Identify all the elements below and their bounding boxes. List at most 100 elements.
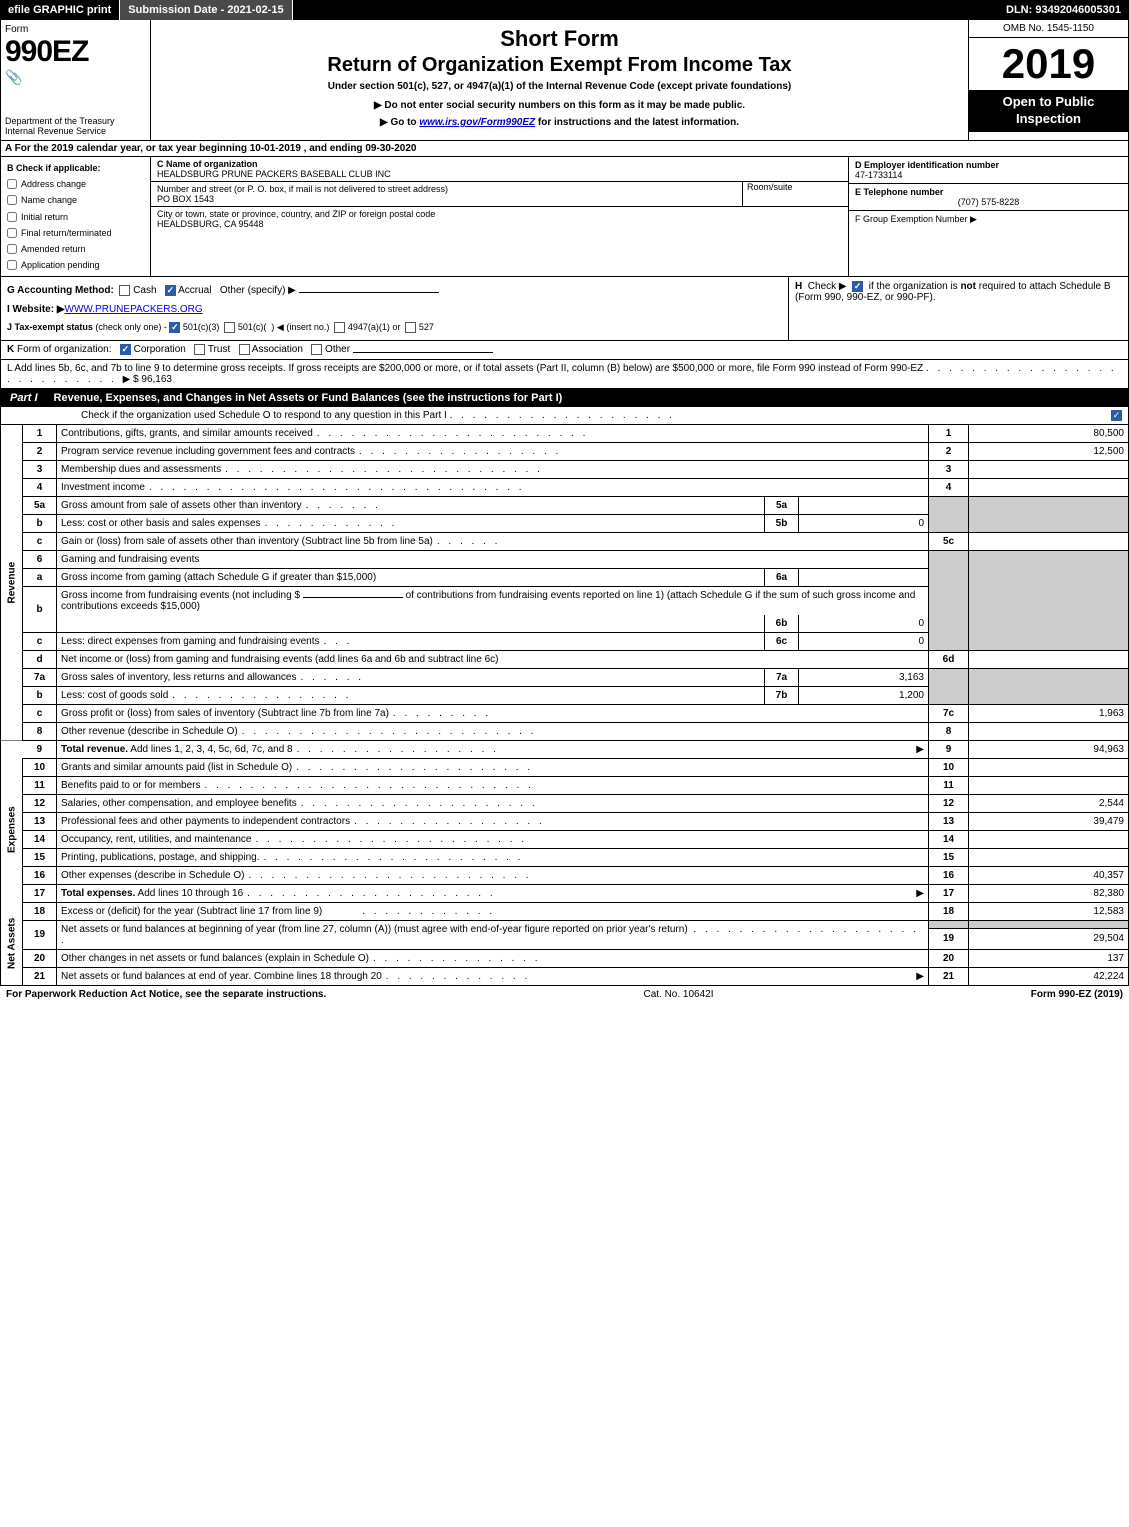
room-suite-label: Room/suite [747, 182, 842, 192]
chk-corporation[interactable]: ✓ [120, 344, 131, 355]
chk-trust[interactable] [194, 344, 205, 355]
row-1-val: 80,500 [969, 425, 1129, 443]
row-6c-key: 6c [765, 632, 799, 650]
row-4-desc: Investment income [61, 482, 145, 493]
website-link[interactable]: WWW.PRUNEPACKERS.ORG [65, 304, 203, 315]
row-7c-key: 7c [929, 704, 969, 722]
row-5b-key: 5b [765, 514, 799, 532]
row-16-desc: Other expenses (describe in Schedule O) [61, 870, 244, 881]
row-21-desc: Net assets or fund balances at end of ye… [61, 971, 382, 982]
chk-final-return[interactable] [7, 228, 17, 238]
form-word: Form [5, 24, 146, 35]
form-number: 990EZ [5, 35, 146, 69]
row-5c-val [969, 532, 1129, 550]
row-7b-desc: Less: cost of goods sold [61, 690, 168, 701]
chk-501c3[interactable]: ✓ [169, 322, 180, 333]
row-11-desc: Benefits paid to or for members [61, 780, 201, 791]
year-box: OMB No. 1545-1150 2019 Open to Public In… [968, 20, 1128, 140]
top-bar: efile GRAPHIC print Submission Date - 20… [0, 0, 1129, 20]
row-10-desc: Grants and similar amounts paid (list in… [61, 762, 292, 773]
row-2-val: 12,500 [969, 442, 1129, 460]
row-8-val [969, 722, 1129, 740]
c-name-label: C Name of organization [157, 159, 842, 169]
dln: DLN: 93492046005301 [998, 0, 1129, 20]
line-g: G Accounting Method: Cash ✓ Accrual Othe… [7, 281, 782, 300]
topbar-spacer [293, 0, 998, 20]
row-6d-key: 6d [929, 650, 969, 668]
chk-sched-b[interactable]: ✓ [852, 281, 863, 292]
row-15-desc: Printing, publications, postage, and shi… [61, 852, 259, 863]
other-org-blank[interactable] [353, 352, 493, 353]
footer-left: For Paperwork Reduction Act Notice, see … [6, 989, 326, 1000]
lbl-name-change: Name change [21, 192, 77, 208]
submission-date[interactable]: Submission Date - 2021-02-15 [120, 0, 292, 20]
row-17-val: 82,380 [969, 884, 1129, 902]
org-name: HEALDSBURG PRUNE PACKERS BASEBALL CLUB I… [157, 169, 842, 179]
chk-other-org[interactable] [311, 344, 322, 355]
col-def: D Employer identification number 47-1733… [848, 157, 1128, 276]
row-6a-val [799, 568, 929, 586]
lbl-cash: Cash [133, 285, 156, 296]
row-20-val: 137 [969, 949, 1129, 967]
part-i-label: Part I [0, 389, 48, 407]
chk-initial-return[interactable] [7, 212, 17, 222]
row-5a-desc: Gross amount from sale of assets other t… [61, 500, 302, 511]
row-8-key: 8 [929, 722, 969, 740]
chk-address-change[interactable] [7, 179, 17, 189]
financial-table: Revenue 1 Contributions, gifts, grants, … [0, 425, 1129, 986]
chk-amended[interactable] [7, 244, 17, 254]
row-21-key: 21 [929, 967, 969, 985]
ssn-warning: ▶ Do not enter social security numbers o… [157, 100, 962, 111]
chk-app-pending[interactable] [7, 260, 17, 270]
irs-link[interactable]: www.irs.gov/Form990EZ [419, 117, 535, 128]
efile-print[interactable]: efile GRAPHIC print [0, 0, 120, 20]
row-12-desc: Salaries, other compensation, and employ… [61, 798, 297, 809]
row-1-num: 1 [23, 425, 57, 443]
row-4-val [969, 478, 1129, 496]
row-15-val [969, 848, 1129, 866]
row-6-desc: Gaming and fundraising events [57, 550, 929, 568]
side-net-assets: Net Assets [1, 902, 23, 985]
row-16-key: 16 [929, 866, 969, 884]
row-11-key: 11 [929, 776, 969, 794]
chk-501c[interactable] [224, 322, 235, 333]
chk-name-change[interactable] [7, 195, 17, 205]
f-group-exemption: F Group Exemption Number ▶ [855, 214, 1122, 225]
gh-left: G Accounting Method: Cash ✓ Accrual Othe… [1, 277, 788, 340]
footer-right: Form 990-EZ (2019) [1031, 989, 1123, 1000]
lbl-app-pending: Application pending [21, 257, 100, 273]
col-c-org-info: C Name of organization HEALDSBURG PRUNE … [151, 157, 848, 276]
row-13-desc: Professional fees and other payments to … [61, 816, 350, 827]
chk-association[interactable] [239, 344, 250, 355]
row-9-desc: Total revenue. Add lines 1, 2, 3, 4, 5c,… [61, 744, 293, 755]
row-2-key: 2 [929, 442, 969, 460]
col-b-checkboxes: B Check if applicable: Address change Na… [1, 157, 151, 276]
c-city-label: City or town, state or province, country… [157, 209, 842, 219]
row-6c-val: 0 [799, 632, 929, 650]
row-12-key: 12 [929, 794, 969, 812]
footer-cat: Cat. No. 10642I [326, 989, 1030, 1000]
chk-527[interactable] [405, 322, 416, 333]
section-sub: Under section 501(c), 527, or 4947(a)(1)… [157, 81, 962, 92]
row-10-val [969, 758, 1129, 776]
row-5b-desc: Less: cost or other basis and sales expe… [61, 518, 261, 529]
row-20-key: 20 [929, 949, 969, 967]
row-14-desc: Occupancy, rent, utilities, and maintena… [61, 834, 251, 845]
contrib-blank[interactable] [303, 597, 403, 598]
lbl-other-method: Other (specify) ▶ [220, 285, 296, 296]
row-5a-val [799, 496, 929, 514]
row-17-key: 17 [929, 884, 969, 902]
gross-receipts: ▶ $ 96,163 [123, 374, 172, 385]
row-5a-key: 5a [765, 496, 799, 514]
chk-4947[interactable] [334, 322, 345, 333]
chk-cash[interactable] [119, 285, 130, 296]
other-method-blank[interactable] [299, 292, 439, 293]
tax-year: 2019 [969, 38, 1128, 90]
row-19-val: 29,504 [969, 928, 1129, 949]
part-i-header: Part I Revenue, Expenses, and Changes in… [0, 389, 1129, 407]
chk-accrual[interactable]: ✓ [165, 285, 176, 296]
row-3-val [969, 460, 1129, 478]
form-number-box: Form 990EZ 📎 Department of the Treasury … [1, 20, 151, 140]
chk-schedule-o[interactable]: ✓ [1111, 410, 1122, 421]
row-7c-desc: Gross profit or (loss) from sales of inv… [61, 708, 389, 719]
